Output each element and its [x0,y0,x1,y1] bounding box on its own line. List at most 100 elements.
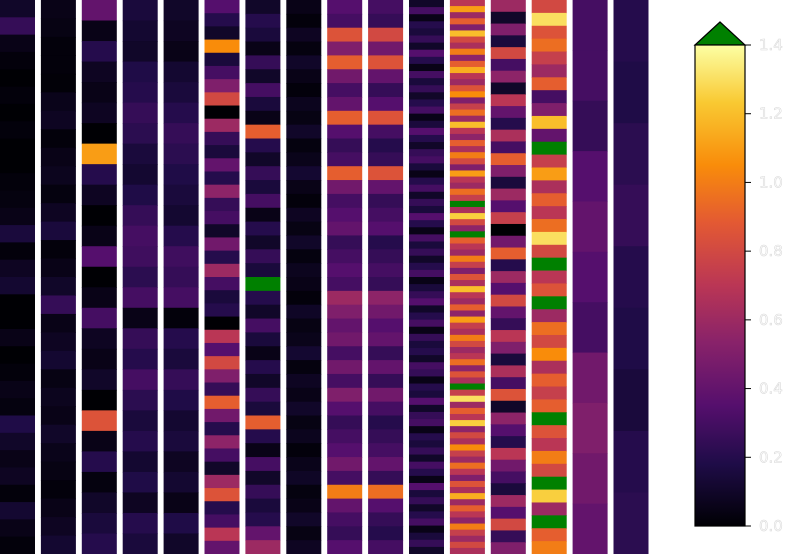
heatmap-cell [409,511,444,520]
heatmap-cell [245,180,281,195]
heatmap-cell [449,219,485,226]
heatmap-cell [204,514,240,529]
heatmap-cell [409,184,444,193]
heatmap-cell [531,0,567,14]
heatmap-cell [572,151,608,203]
heatmap-cell [449,273,485,281]
heatmap-cell [245,304,281,320]
heatmap-cell [0,502,35,520]
heatmap-cell [163,328,199,350]
heatmap-cell [409,234,444,243]
heatmap-cell [613,0,649,63]
heatmap-cell [368,249,404,264]
heatmap-cell [409,277,444,285]
heatmap-strip-16 [613,0,649,554]
heatmap-cell [204,52,240,67]
heatmap-cell [449,383,485,391]
colorbar-tick-label: 0.0 [759,517,783,535]
heatmap-cell [409,525,444,534]
heatmap-cell [409,532,444,541]
heatmap-cell [204,13,240,27]
heatmap-cell [0,432,35,451]
heatmap-cell [490,424,526,437]
heatmap-cell [449,493,485,500]
heatmap-cell [449,85,485,92]
heatmap-cell [204,131,240,146]
heatmap-cell [286,373,322,389]
heatmap-cell [286,415,322,430]
heatmap-cell [572,100,608,152]
heatmap-cell [327,235,363,250]
heatmap-cell [163,0,199,22]
heatmap-cell [81,41,117,63]
heatmap-cell [40,184,76,204]
heatmap-cell [286,457,322,472]
heatmap-cell [204,79,240,93]
heatmap-cell [327,263,363,278]
heatmap-cell [409,340,444,349]
heatmap-cell [368,484,404,500]
heatmap-cell [368,96,404,112]
heatmap-cell [368,290,404,306]
heatmap-cell [368,470,404,486]
heatmap-cell [409,319,444,328]
heatmap-cell [245,221,281,237]
heatmap-cell [368,193,404,209]
heatmap-cell [531,193,567,207]
heatmap-cell [204,224,240,239]
heatmap-cell [122,205,158,227]
heatmap-cell [531,438,567,452]
heatmap-cell [204,263,240,278]
heatmap-cell [449,359,485,366]
heatmap-cell [81,369,117,391]
heatmap-cell [40,535,76,554]
heatmap-cell [409,454,444,463]
heatmap-cell [40,277,76,297]
heatmap-cell [409,404,444,413]
heatmap-cell [449,450,485,458]
heatmap-cell [449,200,485,208]
heatmap-cell [409,447,444,456]
heatmap-cell [327,41,363,56]
heatmap-cell [531,347,567,362]
heatmap-cell [409,255,444,264]
heatmap-cell [204,39,240,54]
heatmap-cell [449,523,485,531]
heatmap-cell [245,110,281,126]
heatmap-cell [490,365,526,378]
heatmap-cell [490,176,526,190]
heatmap-cell [490,188,526,201]
heatmap-cell [122,225,158,247]
heatmap-cell [204,290,240,304]
heatmap-cell [531,257,567,272]
heatmap-cell [409,241,444,250]
heatmap-cell [531,103,567,117]
heatmap-cell [0,380,35,399]
heatmap-cell [368,360,404,375]
heatmap-cell [245,124,281,140]
heatmap-cell [81,82,117,104]
heatmap-cell [409,248,444,257]
heatmap-cell [0,415,35,434]
heatmap-cell [368,41,404,56]
heatmap-cell [409,120,444,129]
heatmap-cell [245,138,281,153]
heatmap-cell [245,13,281,29]
heatmap-cell [40,424,76,444]
heatmap-cell [449,474,485,482]
heatmap-cell [163,369,199,391]
heatmap-cell [409,475,444,484]
heatmap-cell [245,166,281,181]
heatmap-cell [449,267,485,275]
heatmap-cell [449,48,485,56]
heatmap-cell [449,322,485,330]
heatmap-cell [368,221,404,237]
heatmap-cell [0,51,35,70]
heatmap-cell [490,271,526,284]
heatmap-cell [531,489,567,504]
heatmap-cell [286,55,322,70]
heatmap-cell [81,328,117,350]
heatmap-cell [490,294,526,308]
heatmap-cell [204,527,240,542]
heatmap-cell [204,105,240,120]
